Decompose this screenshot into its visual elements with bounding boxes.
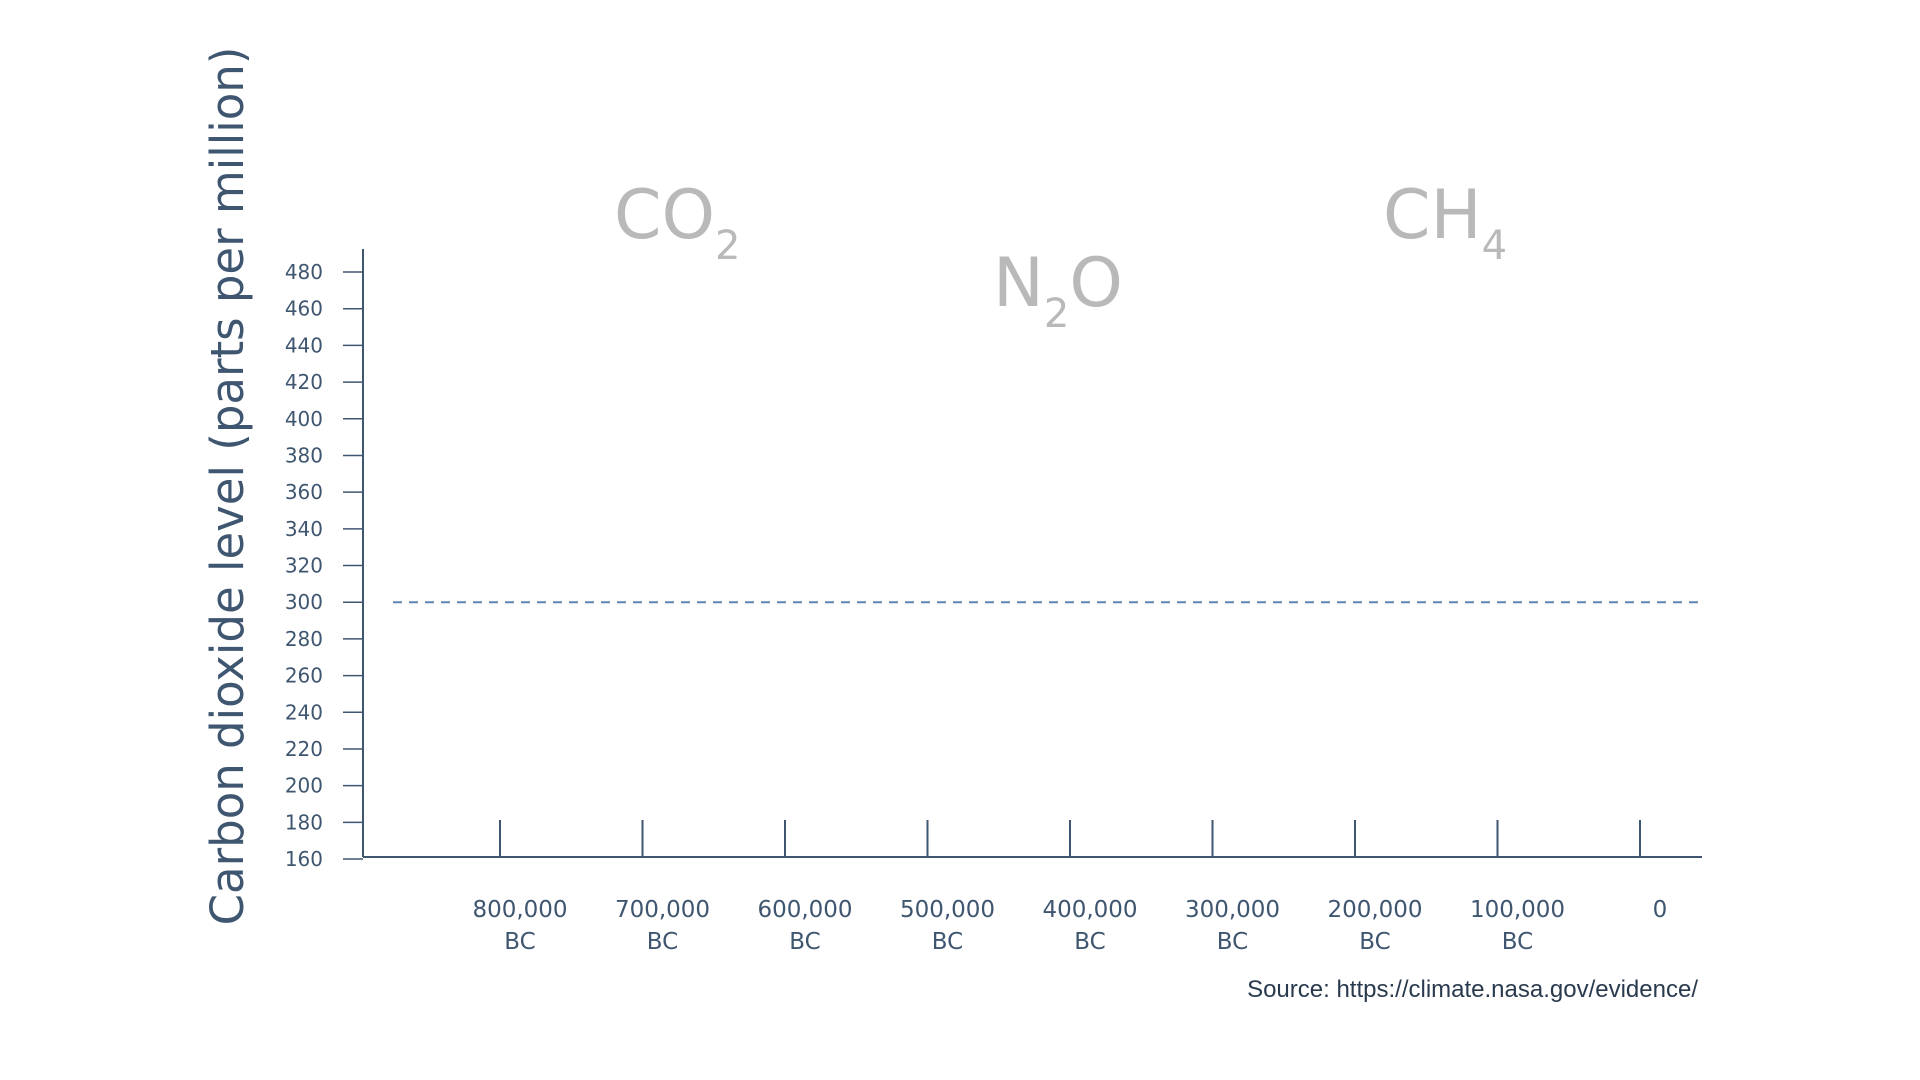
source-citation: Source: https://climate.nasa.gov/evidenc…: [1247, 976, 1698, 1003]
y-tick-label: 280: [285, 627, 323, 651]
gas-label-1: CO2: [614, 176, 740, 269]
x-tick-label-era: BC: [647, 929, 678, 955]
gas-label-2: N2O: [993, 244, 1123, 337]
gas-label-3: CH4: [1383, 176, 1507, 269]
x-axis: 800,000 BC 700,000 BC 600,000 BC 500,000 BC 400,…: [363, 820, 1702, 955]
y-tick-label: 400: [285, 407, 323, 431]
x-tick-label: 700,000: [615, 897, 710, 923]
x-tick-label-era: BC: [789, 929, 820, 955]
y-tick-label: 260: [285, 664, 323, 688]
y-axis-title: Carbon dioxide level (parts per million): [201, 47, 254, 926]
x-tick-label: 800,000: [472, 897, 567, 923]
x-tick-label-era: BC: [1074, 929, 1105, 955]
y-tick-label: 180: [285, 810, 323, 834]
x-tick-label: 200,000: [1327, 897, 1422, 923]
x-tick-label-era: BC: [932, 929, 963, 955]
y-tick-label: 220: [285, 737, 323, 761]
x-tick-label-era: BC: [1217, 929, 1248, 955]
y-tick-label: 440: [285, 333, 323, 357]
x-tick-label: 600,000: [757, 897, 852, 923]
x-tick-label-era: BC: [504, 929, 535, 955]
y-tick-label: 460: [285, 297, 323, 321]
x-tick-label: 100,000: [1470, 897, 1565, 923]
x-tick-label: 400,000: [1042, 897, 1137, 923]
x-tick-label-era: BC: [1502, 929, 1533, 955]
y-tick-label: 160: [285, 847, 323, 871]
y-tick-label: 380: [285, 443, 323, 467]
y-tick-label: 420: [285, 370, 323, 394]
y-tick-label: 360: [285, 480, 323, 504]
y-tick-label: 340: [285, 517, 323, 541]
y-tick-label: 300: [285, 590, 323, 614]
y-tick-label: 480: [285, 260, 323, 284]
y-tick-label: 240: [285, 700, 323, 724]
y-tick-label: 200: [285, 774, 323, 798]
y-axis: 160 180 200 220 240 260 280 300 320 340 360 380 400 4…: [285, 249, 364, 871]
x-tick-label-era: BC: [1359, 929, 1390, 955]
x-tick-label: 500,000: [900, 897, 995, 923]
x-tick-label: 0: [1653, 897, 1668, 923]
gas-labels: CO2 N2O CH4: [614, 176, 1507, 337]
y-tick-label: 320: [285, 554, 323, 578]
x-tick-label: 300,000: [1185, 897, 1280, 923]
